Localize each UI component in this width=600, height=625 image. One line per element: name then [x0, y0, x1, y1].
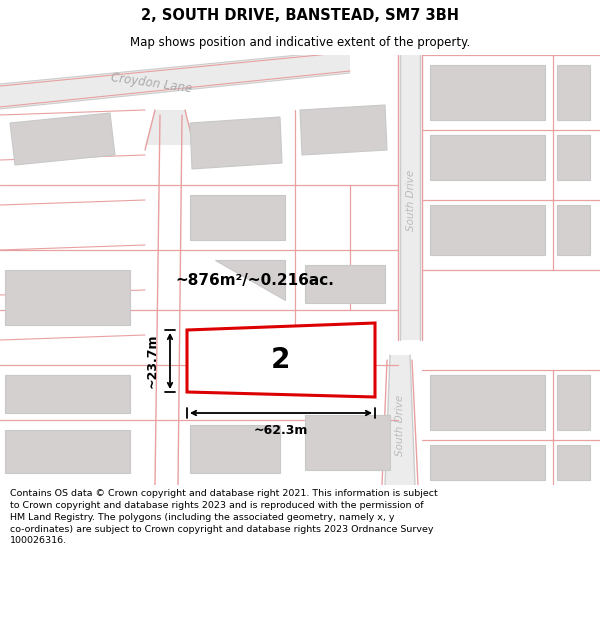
- Polygon shape: [215, 260, 285, 300]
- Polygon shape: [300, 105, 387, 155]
- Polygon shape: [190, 117, 282, 169]
- Text: Croydon Lane: Croydon Lane: [110, 71, 193, 95]
- Polygon shape: [305, 415, 390, 470]
- Polygon shape: [430, 135, 545, 180]
- Polygon shape: [557, 65, 590, 120]
- Polygon shape: [5, 375, 130, 413]
- Text: South Drive: South Drive: [406, 169, 416, 231]
- Polygon shape: [0, 50, 350, 110]
- Polygon shape: [430, 205, 545, 255]
- Text: ~876m²/~0.216ac.: ~876m²/~0.216ac.: [176, 272, 334, 288]
- Text: ~23.7m: ~23.7m: [146, 334, 158, 388]
- Polygon shape: [430, 65, 545, 120]
- Polygon shape: [5, 270, 130, 325]
- Text: 2, SOUTH DRIVE, BANSTEAD, SM7 3BH: 2, SOUTH DRIVE, BANSTEAD, SM7 3BH: [141, 8, 459, 23]
- Polygon shape: [557, 205, 590, 255]
- Polygon shape: [400, 55, 420, 340]
- Polygon shape: [190, 195, 285, 240]
- Polygon shape: [190, 425, 280, 473]
- Polygon shape: [187, 323, 375, 397]
- Text: Map shows position and indicative extent of the property.: Map shows position and indicative extent…: [130, 36, 470, 49]
- Polygon shape: [430, 375, 545, 430]
- Polygon shape: [305, 265, 385, 303]
- Polygon shape: [5, 430, 130, 473]
- Polygon shape: [305, 325, 370, 360]
- Polygon shape: [557, 135, 590, 180]
- Text: Contains OS data © Crown copyright and database right 2021. This information is : Contains OS data © Crown copyright and d…: [10, 489, 438, 546]
- Polygon shape: [385, 355, 415, 485]
- Polygon shape: [145, 110, 195, 145]
- Text: ~62.3m: ~62.3m: [254, 424, 308, 438]
- Polygon shape: [10, 113, 115, 165]
- Text: South Drive: South Drive: [395, 394, 405, 456]
- Polygon shape: [557, 375, 590, 430]
- Text: 2: 2: [271, 346, 290, 374]
- Polygon shape: [430, 445, 545, 480]
- Polygon shape: [557, 445, 590, 480]
